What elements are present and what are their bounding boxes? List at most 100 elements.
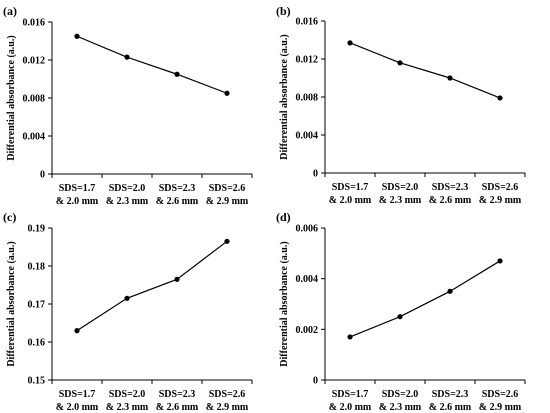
data-point: [224, 238, 230, 244]
data-point: [224, 90, 230, 96]
x-tick-label: SDS=2.3 & 2.6 mm: [156, 389, 199, 413]
x-tick-label: SDS=1.7 & 2.0 mm: [56, 183, 99, 207]
x-tick-label-line: & 2.0 mm: [329, 195, 372, 206]
panel-label: (a): [3, 4, 17, 18]
x-tick-label-line: & 2.0 mm: [329, 402, 372, 413]
y-tick-label: 0: [313, 169, 318, 180]
y-tick-label: 0.004: [296, 274, 319, 285]
x-tick-label: SDS=1.7 & 2.0 mm: [329, 389, 372, 413]
x-tick-label-line: SDS=2.0: [109, 183, 146, 194]
x-tick-label: SDS=2.3 & 2.6 mm: [429, 389, 472, 413]
data-point: [397, 60, 403, 66]
x-tick-label: SDS=2.0 & 2.3 mm: [106, 389, 149, 413]
y-tick-label: 0.006: [296, 224, 319, 235]
y-tick-label: 0.016: [296, 17, 319, 28]
x-tick-label: SDS=2.3 & 2.6 mm: [429, 182, 472, 206]
series-line: [76, 35, 228, 94]
x-tick-label-line: SDS=2.6: [482, 182, 519, 193]
y-axis-title: Differential absorbance (a.u.): [6, 35, 17, 160]
series-line: [349, 42, 501, 99]
y-tick-label: 0: [313, 376, 318, 387]
x-tick-label-line: & 2.6 mm: [429, 402, 472, 413]
x-tick-label-line: & 2.9 mm: [206, 196, 249, 207]
y-axis-title: Differential absorbance (a.u.): [279, 34, 290, 159]
y-tick-label: 0.012: [23, 56, 46, 67]
series-line: [76, 240, 228, 332]
data-point: [174, 71, 180, 77]
x-tick-label-line: SDS=2.3: [432, 389, 469, 400]
x-tick-label-line: & 2.9 mm: [479, 195, 522, 206]
y-tick-label: 0.002: [296, 325, 319, 336]
x-tick-label: SDS=2.6 & 2.9 mm: [206, 389, 249, 413]
y-tick-label: 0.19: [28, 224, 46, 235]
y-tick-label: 0.012: [296, 55, 319, 66]
x-tick-label-line: SDS=1.7: [332, 182, 369, 193]
data-point: [124, 295, 130, 301]
series-line: [349, 260, 501, 338]
x-tick-label-line: SDS=2.6: [482, 389, 519, 400]
panel-label: (d): [276, 210, 291, 224]
x-tick-label-line: SDS=2.6: [209, 389, 246, 400]
y-tick-label: 0.16: [28, 338, 46, 349]
data-point: [447, 288, 453, 294]
data-point: [347, 40, 353, 46]
x-tick-label: SDS=1.7 & 2.0 mm: [329, 182, 372, 206]
x-tick-label-line: & 2.0 mm: [56, 196, 99, 207]
x-tick-label: SDS=1.7 & 2.0 mm: [56, 389, 99, 413]
y-tick-label: 0.18: [28, 262, 46, 273]
x-tick-label-line: SDS=2.0: [109, 389, 146, 400]
x-tick-label-line: & 2.3 mm: [379, 195, 422, 206]
x-tick-label: SDS=2.6 & 2.9 mm: [206, 183, 249, 207]
x-tick-label-line: & 2.6 mm: [429, 195, 472, 206]
y-axis-title: Differential absorbance (a.u.): [279, 241, 290, 366]
y-tick-label: 0.016: [23, 18, 46, 29]
y-tick-label: 0.008: [23, 94, 46, 105]
x-tick-label-line: SDS=2.6: [209, 183, 246, 194]
panel-label: (c): [3, 210, 16, 224]
x-tick-label-line: SDS=2.3: [432, 182, 469, 193]
x-tick-label-line: SDS=2.0: [382, 182, 419, 193]
x-tick-label: SDS=2.3 & 2.6 mm: [156, 183, 199, 207]
data-point: [174, 276, 180, 282]
data-point: [74, 33, 80, 39]
y-tick-label: 0.004: [23, 132, 46, 143]
x-tick-label-line: SDS=2.0: [382, 389, 419, 400]
x-tick-label-line: SDS=1.7: [59, 389, 96, 400]
x-tick-label: SDS=2.0 & 2.3 mm: [379, 389, 422, 413]
data-point: [347, 334, 353, 340]
data-point: [74, 328, 80, 334]
x-tick-label-line: SDS=1.7: [332, 389, 369, 400]
x-tick-label-line: SDS=2.3: [159, 183, 196, 194]
x-tick-label-line: & 2.9 mm: [479, 402, 522, 413]
y-tick-label: 0.17: [28, 300, 46, 311]
x-tick-label-line: & 2.6 mm: [156, 196, 199, 207]
data-point: [397, 314, 403, 320]
panel-label: (b): [276, 4, 291, 18]
panel-d: (d) 0 0.002 0.004 0.006 SDS=1.7 & 2.0 mm SDS=2.…: [276, 210, 526, 413]
y-tick-label: 0.15: [28, 376, 46, 387]
y-tick-label: 0: [40, 170, 45, 181]
x-tick-label-line: & 2.3 mm: [106, 402, 149, 413]
x-tick-label-line: & 2.0 mm: [56, 402, 99, 413]
data-point: [124, 54, 130, 60]
data-point: [497, 95, 503, 101]
x-tick-label: SDS=2.0 & 2.3 mm: [379, 182, 422, 206]
x-tick-label: SDS=2.6 & 2.9 mm: [479, 182, 522, 206]
y-tick-label: 0.008: [296, 93, 319, 104]
data-point: [497, 258, 503, 264]
x-tick-label-line: & 2.9 mm: [206, 402, 249, 413]
x-tick-label-line: & 2.3 mm: [379, 402, 422, 413]
y-axis-title: Differential absorbance (a.u.): [6, 241, 17, 366]
x-tick-label-line: & 2.3 mm: [106, 196, 149, 207]
x-tick-label: SDS=2.0 & 2.3 mm: [106, 183, 149, 207]
data-point: [447, 75, 453, 81]
x-tick-label-line: & 2.6 mm: [156, 402, 199, 413]
y-tick-label: 0.004: [296, 131, 319, 142]
x-tick-label-line: SDS=1.7: [59, 183, 96, 194]
x-tick-label: SDS=2.6 & 2.9 mm: [479, 389, 522, 413]
x-tick-label-line: SDS=2.3: [159, 389, 196, 400]
